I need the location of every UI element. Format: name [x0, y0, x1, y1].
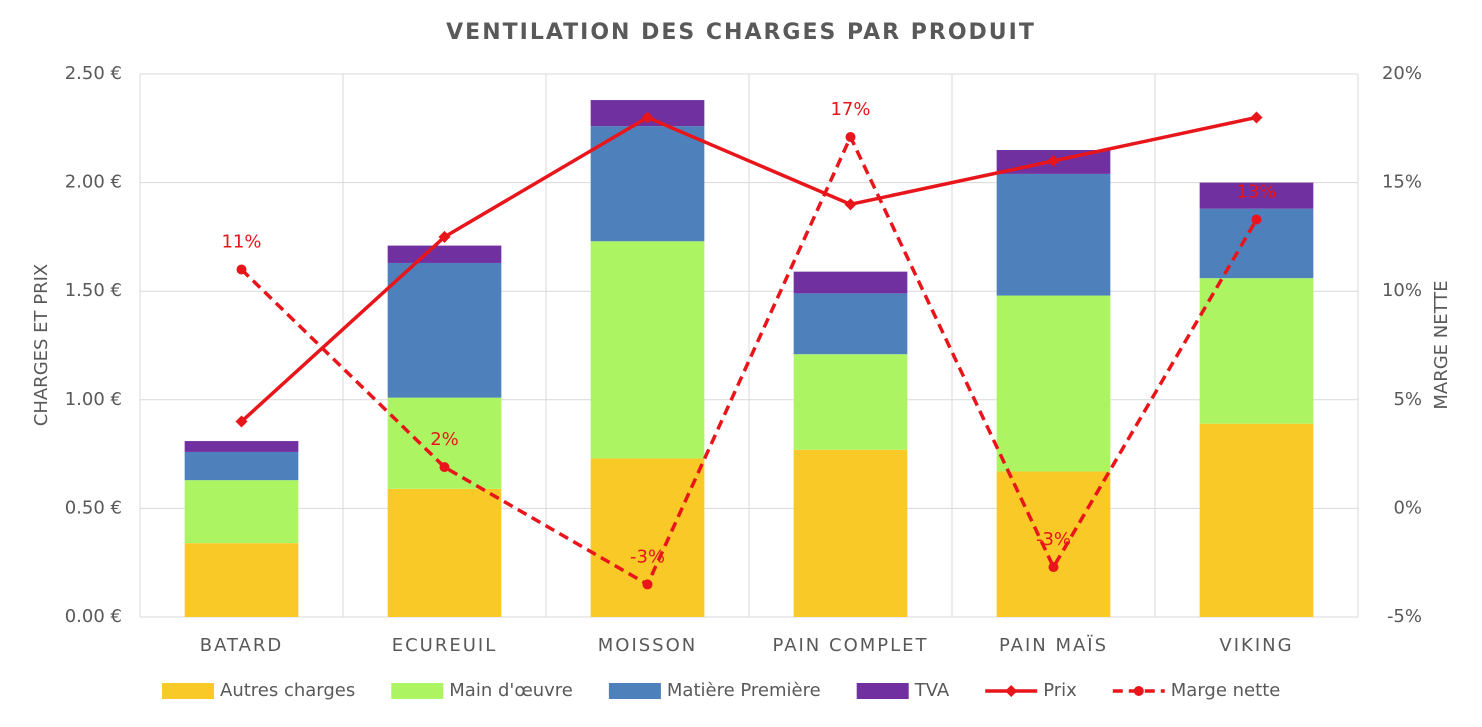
- legend-label: Prix: [1043, 680, 1077, 701]
- bar-segment: [184, 480, 299, 544]
- point: [641, 111, 654, 124]
- legend-label: Marge nette: [1171, 680, 1281, 701]
- y2-tick-label: 5%: [1393, 389, 1422, 410]
- bar-segment: [184, 451, 299, 481]
- bar-segment: [996, 471, 1111, 617]
- x-tick-label: MOISSON: [598, 635, 698, 656]
- legend-label: Matière Première: [667, 680, 821, 701]
- bar-segment: [1199, 423, 1314, 617]
- point: [438, 230, 451, 243]
- line: [240, 115, 1257, 423]
- bar-segment: [793, 271, 908, 294]
- bar-segment: [1199, 278, 1314, 424]
- y2-tick-label: 20%: [1382, 63, 1422, 84]
- legend-swatch: [608, 683, 661, 699]
- legend-label: Autres charges: [220, 680, 355, 701]
- legend-swatch: [162, 683, 214, 699]
- data-label: -3%: [630, 546, 665, 567]
- x-tick-label: BATARD: [200, 635, 284, 656]
- data-label: 17%: [830, 99, 870, 120]
- point: [1048, 562, 1059, 573]
- x-tick-label: PAIN COMPLET: [772, 635, 928, 656]
- bar-segment: [793, 293, 908, 355]
- point: [1251, 214, 1262, 225]
- point: [845, 131, 856, 142]
- legend-label: Main d'œuvre: [449, 680, 573, 701]
- x-tick-label: ECUREUIL: [392, 635, 498, 656]
- bar-segment: [996, 173, 1111, 296]
- x-tick-label: PAIN MAÏS: [999, 635, 1108, 656]
- bar-segment: [590, 241, 705, 459]
- point: [439, 462, 450, 473]
- legend-swatch: [856, 683, 909, 699]
- bar-segment: [184, 441, 299, 452]
- bar-segment: [184, 543, 299, 617]
- y-tick-label: 1.00 €: [65, 389, 122, 410]
- y-tick-label: 2.00 €: [65, 172, 122, 193]
- grid: [139, 73, 1359, 618]
- y-tick-label: 0.50 €: [65, 497, 122, 518]
- bar-segment: [1199, 182, 1314, 209]
- legend-marker: [1133, 686, 1144, 696]
- legend-swatch: [391, 683, 444, 699]
- y2-tick-label: 10%: [1382, 280, 1422, 301]
- y2-tick-label: 0%: [1393, 497, 1422, 518]
- legend-label: TVA: [914, 680, 950, 701]
- x-tick-label: VIKING: [1219, 635, 1293, 656]
- point: [236, 264, 247, 275]
- y2-axis-label: MARGE NETTE: [1431, 280, 1452, 409]
- bar-segment: [387, 488, 502, 617]
- bar-segment: [387, 245, 502, 263]
- bar-segment: [793, 354, 908, 450]
- data-label: 11%: [221, 231, 261, 252]
- point: [642, 579, 653, 590]
- point: [1250, 111, 1263, 124]
- point: [844, 198, 857, 211]
- bar-segment: [590, 458, 705, 617]
- bar-segment: [590, 126, 705, 242]
- data-label: 13%: [1236, 182, 1276, 203]
- y-tick-label: 2.50 €: [65, 63, 122, 84]
- data-label: -3%: [1036, 529, 1071, 550]
- y-axis-label: CHARGES ET PRIX: [31, 264, 52, 426]
- legend-marker: [1005, 685, 1018, 697]
- bar-segment: [793, 449, 908, 617]
- y-tick-label: 0.00 €: [65, 606, 122, 627]
- chart-title: VENTILATION DES CHARGES PAR PRODUIT: [446, 20, 1036, 45]
- bar-segment: [387, 397, 502, 489]
- bar-segment: [387, 262, 502, 398]
- data-label: 2%: [430, 429, 459, 450]
- y-tick-label: 1.50 €: [65, 280, 122, 301]
- point: [1047, 154, 1060, 167]
- y2-tick-label: -5%: [1387, 606, 1422, 627]
- point: [235, 415, 248, 428]
- y2-tick-label: 15%: [1382, 172, 1422, 193]
- bar-segment: [996, 295, 1111, 472]
